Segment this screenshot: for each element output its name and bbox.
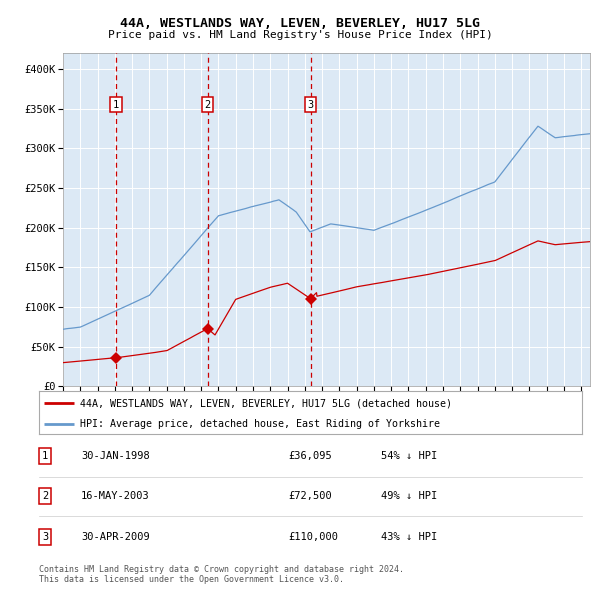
Text: 1: 1 bbox=[42, 451, 48, 461]
Text: 3: 3 bbox=[307, 100, 314, 110]
Text: 30-JAN-1998: 30-JAN-1998 bbox=[81, 451, 150, 461]
Text: 54% ↓ HPI: 54% ↓ HPI bbox=[381, 451, 437, 461]
Text: HPI: Average price, detached house, East Riding of Yorkshire: HPI: Average price, detached house, East… bbox=[80, 419, 440, 430]
Text: 30-APR-2009: 30-APR-2009 bbox=[81, 532, 150, 542]
Text: £36,095: £36,095 bbox=[288, 451, 332, 461]
Text: £110,000: £110,000 bbox=[288, 532, 338, 542]
Text: 49% ↓ HPI: 49% ↓ HPI bbox=[381, 491, 437, 501]
Text: 1: 1 bbox=[113, 100, 119, 110]
Text: 2: 2 bbox=[42, 491, 48, 501]
Text: 16-MAY-2003: 16-MAY-2003 bbox=[81, 491, 150, 501]
Text: £72,500: £72,500 bbox=[288, 491, 332, 501]
Text: 44A, WESTLANDS WAY, LEVEN, BEVERLEY, HU17 5LG (detached house): 44A, WESTLANDS WAY, LEVEN, BEVERLEY, HU1… bbox=[80, 398, 452, 408]
Text: Contains HM Land Registry data © Crown copyright and database right 2024.: Contains HM Land Registry data © Crown c… bbox=[39, 565, 404, 573]
Text: 43% ↓ HPI: 43% ↓ HPI bbox=[381, 532, 437, 542]
Text: 44A, WESTLANDS WAY, LEVEN, BEVERLEY, HU17 5LG: 44A, WESTLANDS WAY, LEVEN, BEVERLEY, HU1… bbox=[120, 17, 480, 30]
Text: This data is licensed under the Open Government Licence v3.0.: This data is licensed under the Open Gov… bbox=[39, 575, 344, 584]
Text: 3: 3 bbox=[42, 532, 48, 542]
Text: 2: 2 bbox=[205, 100, 211, 110]
Text: Price paid vs. HM Land Registry's House Price Index (HPI): Price paid vs. HM Land Registry's House … bbox=[107, 30, 493, 40]
